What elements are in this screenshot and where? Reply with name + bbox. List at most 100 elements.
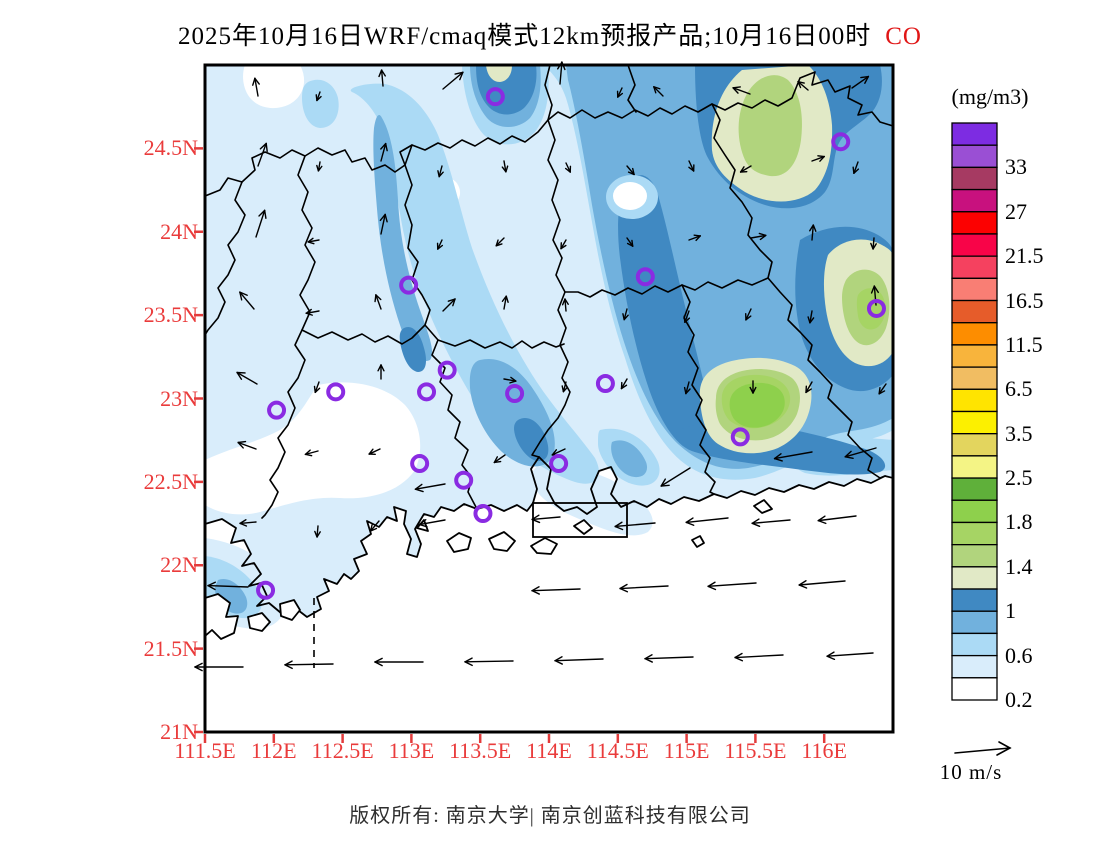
wind-arrow (368, 448, 381, 455)
colorbar-swatch-13 (951, 410, 998, 435)
wind-arrow-shaft (688, 160, 695, 172)
wind-arrow (437, 165, 444, 178)
wind-arrow (626, 165, 635, 176)
wind-arrow (495, 237, 505, 247)
wind-arrow-barb (817, 519, 827, 525)
colorbar-swatch-21 (951, 588, 998, 612)
wind-arrow-barb (239, 519, 247, 525)
fill-medium-band-core (373, 115, 433, 361)
wind-arrow-shaft (554, 658, 604, 662)
colorbar-swatch-2 (951, 166, 998, 191)
wind-arrow-barb (438, 171, 444, 178)
wind-arrow-barb (239, 522, 248, 527)
wind-arrow-shaft (438, 165, 443, 178)
wind-arrow-shaft (878, 383, 887, 395)
wind-scale-head (996, 741, 1012, 756)
wind-arrow-barb (817, 515, 826, 522)
wind-arrow-barb (313, 385, 316, 394)
wind-arrow (561, 298, 569, 312)
wind-arrow (464, 657, 514, 667)
lon-label-115E: 115E (663, 738, 710, 763)
wind-arrow-shaft (751, 519, 791, 525)
colorbar-swatch-8 (951, 299, 998, 324)
wind-arrow-barb (554, 656, 563, 662)
wind-arrow-barb (872, 243, 877, 250)
wind-arrow (314, 525, 321, 538)
wind-arrow-barb (452, 298, 456, 307)
wind-arrow (660, 467, 691, 487)
colorbar-tick-11.5: 11.5 (1005, 331, 1043, 357)
wind-arrow-barb (798, 580, 807, 586)
wind-arrow (683, 381, 691, 395)
wind-arrow-shaft (660, 467, 691, 487)
colorbar-tick-21.5: 21.5 (1005, 243, 1044, 269)
wind-arrow-shaft (380, 213, 386, 235)
wind-vector-field (194, 61, 887, 672)
station-marker (417, 382, 437, 402)
station-marker (635, 267, 655, 287)
wind-arrow-shaft (707, 582, 757, 588)
colorbar-swatch-7 (951, 277, 998, 302)
wind-arrow (805, 381, 813, 394)
wind-arrow-shaft (442, 298, 456, 312)
wind-arrow-barb (653, 86, 661, 90)
colorbar-tick-27: 27 (1005, 198, 1027, 224)
wind-arrow-barb (379, 213, 386, 222)
wind-arrow (619, 583, 669, 593)
wind-arrow-shaft (805, 381, 813, 394)
wind-arrow-shaft (809, 310, 813, 324)
wind-arrow-shaft (773, 451, 813, 460)
wind-arrow (554, 656, 604, 665)
wind-arrow-barb (307, 241, 315, 245)
wind-arrow (564, 162, 572, 173)
wind-arrow (809, 224, 817, 241)
colorbar-swatch-25 (951, 677, 998, 701)
wind-arrow-shaft (316, 525, 319, 538)
wind-arrow (442, 71, 464, 90)
wind-arrow-barb (826, 651, 835, 657)
wind-arrow-barb (254, 77, 260, 85)
wind-arrow-shaft (739, 165, 752, 173)
wind-arrow-barb (414, 488, 424, 493)
wind-arrow-barb (554, 659, 563, 665)
wind-arrow-barb (317, 165, 323, 172)
wind-arrow-shaft (493, 454, 506, 464)
wind-arrow-barb (878, 390, 886, 395)
colorbar-swatch-23 (951, 632, 998, 657)
wind-arrow (207, 581, 249, 591)
wind-arrow-barb (734, 652, 743, 659)
wind-arrow-shaft (626, 165, 635, 176)
wind-arrow-barb (265, 142, 268, 153)
colorbar-tick-3.5: 3.5 (1005, 420, 1033, 446)
wind-arrow-barb (751, 522, 761, 528)
wind-arrow-barb (734, 656, 744, 662)
wind-arrow (798, 580, 846, 589)
station-marker (730, 427, 750, 447)
wind-arrow-barb (732, 86, 741, 89)
lat-label-22.5N: 22.5N (143, 468, 198, 494)
wind-arrow (811, 155, 825, 162)
wind-arrow-barb (619, 583, 628, 590)
lat-label-21.5N: 21.5N (143, 635, 198, 661)
wind-scale-arrow (954, 741, 1012, 756)
wind-arrow-barb (531, 586, 540, 592)
colorbar-tick-1.4: 1.4 (1005, 553, 1033, 579)
wind-arrow-barb (501, 295, 507, 302)
title-main-text: 2025年10月16日WRF/cmaq模式12km预报产品;10月16日00时 (178, 23, 872, 50)
wind-arrow-barb (437, 170, 440, 178)
station-marker (866, 298, 886, 318)
colorbar-tick-2.5: 2.5 (1005, 465, 1033, 491)
wind-arrow-shaft (437, 239, 443, 250)
wind-arrow-barb (660, 478, 666, 487)
island-a (488, 531, 516, 552)
wind-arrow-barb (236, 371, 243, 380)
wind-arrow (255, 209, 267, 238)
wind-arrow (378, 69, 386, 87)
wind-arrow-barb (374, 661, 383, 667)
wind-arrow-shaft (565, 162, 571, 173)
wind-arrow (436, 239, 444, 250)
wind-arrow-barb (495, 239, 499, 247)
wind-arrow-barb (560, 244, 567, 250)
